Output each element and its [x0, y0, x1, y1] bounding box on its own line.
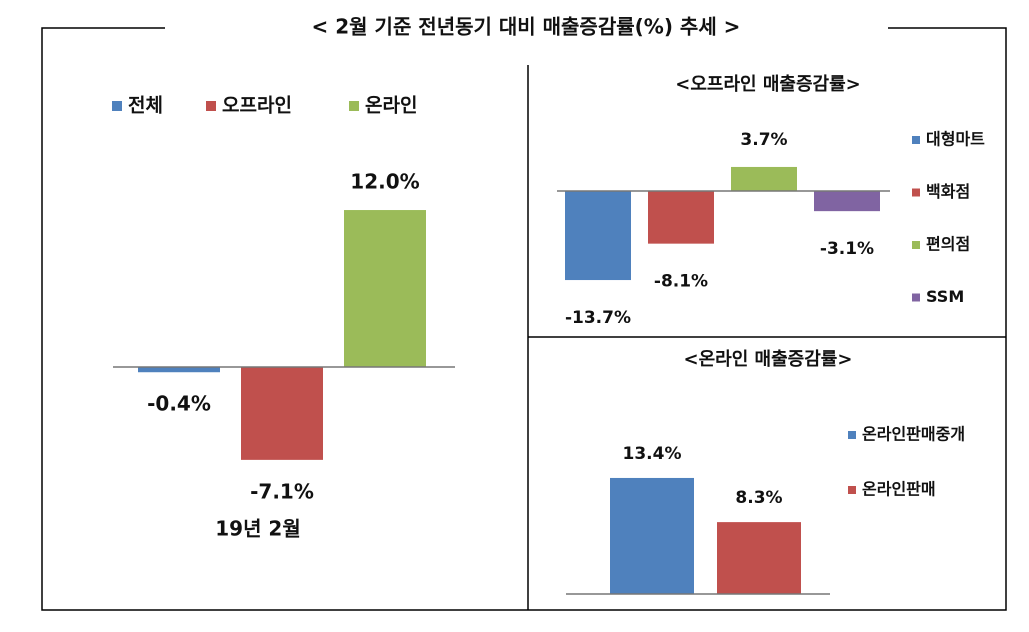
legend-label: 온라인판매중개: [862, 425, 965, 444]
bar: [565, 191, 631, 281]
legend-label: 오프라인: [222, 95, 292, 117]
legend-swatch: [848, 486, 856, 494]
data-label: -13.7%: [565, 308, 631, 328]
legend-swatch: [912, 293, 920, 302]
data-label: -0.4%: [147, 392, 211, 416]
legend-swatch: [848, 431, 856, 439]
legend-swatch: [112, 101, 122, 111]
legend-swatch: [349, 101, 359, 111]
bar: [241, 367, 323, 460]
outer-frame: [41, 27, 1007, 611]
bar: [814, 191, 880, 212]
bar: [731, 166, 797, 191]
data-label: -3.1%: [820, 239, 874, 259]
legend-label: 온라인판매: [862, 480, 936, 499]
bar: [648, 191, 714, 244]
bar: [610, 477, 694, 594]
bar: [138, 367, 220, 373]
x-tick-label: 19년 2월: [215, 517, 301, 541]
data-label: 8.3%: [735, 488, 782, 508]
bar: [344, 210, 426, 367]
bar: [717, 522, 801, 594]
data-label: 12.0%: [350, 170, 419, 194]
legend-swatch: [206, 101, 216, 111]
legend-label: SSM: [926, 287, 964, 306]
legend-swatch: [912, 188, 920, 197]
data-label: 3.7%: [740, 130, 787, 150]
legend-swatch: [912, 136, 920, 144]
chart-title: <오프라인 매출증감률>: [675, 74, 860, 95]
data-label: 13.4%: [623, 444, 682, 464]
data-label: -8.1%: [654, 272, 708, 292]
legend-label: 대형마트: [926, 130, 985, 149]
data-label: -7.1%: [250, 479, 314, 503]
legend-label: 전체: [128, 95, 163, 117]
legend-label: 온라인: [365, 95, 417, 117]
page-title: < 2월 기준 전년동기 대비 매출증감률(%) 추세 >: [312, 15, 741, 39]
chart-title: <온라인 매출증감률>: [684, 349, 853, 370]
legend-label: 편의점: [926, 235, 970, 254]
legend-swatch: [912, 241, 920, 249]
legend-label: 백화점: [926, 182, 970, 201]
